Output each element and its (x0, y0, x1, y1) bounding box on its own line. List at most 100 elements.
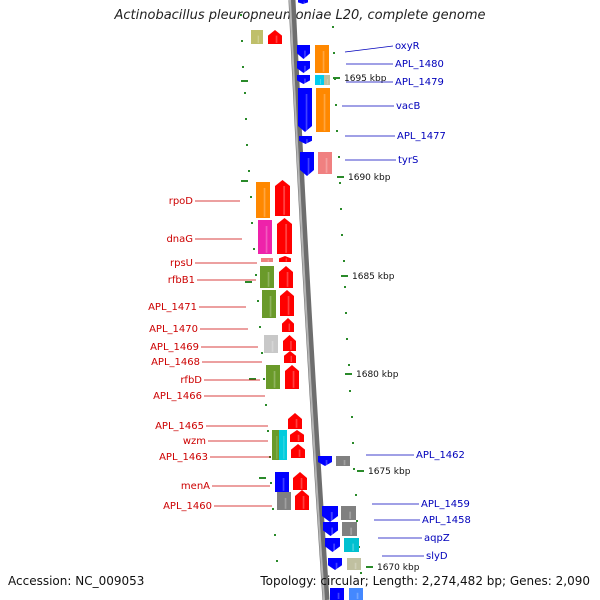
gene-feature[interactable] (336, 456, 350, 466)
gene-feature[interactable] (279, 266, 293, 288)
gene-feature[interactable] (275, 180, 290, 216)
gene-feature[interactable] (282, 318, 294, 332)
gene-highlight (267, 259, 270, 262)
gene-feature[interactable] (316, 88, 330, 132)
gene-highlight (295, 419, 298, 428)
gene-label-right[interactable]: APL_1480 (395, 59, 444, 70)
gene-feature[interactable] (318, 456, 332, 466)
gene-feature[interactable] (325, 538, 340, 552)
gene-feature[interactable] (256, 182, 270, 218)
gene-label-right[interactable]: APL_1462 (416, 450, 465, 461)
gene-feature[interactable] (293, 472, 307, 490)
gene-feature[interactable] (300, 152, 314, 176)
tick-dot (244, 92, 246, 94)
gene-highlight (283, 186, 286, 215)
gene-feature[interactable] (328, 558, 342, 570)
tick-label: 1685 kbp (352, 272, 395, 282)
gene-feature[interactable] (262, 290, 276, 318)
gene-feature[interactable] (344, 538, 359, 552)
gene-feature[interactable] (275, 472, 289, 492)
gene-feature[interactable] (330, 588, 344, 600)
gene-feature[interactable] (258, 220, 272, 254)
tick-dot (245, 118, 247, 120)
tick-dot (272, 508, 274, 510)
gene-feature[interactable] (272, 430, 280, 460)
gene-feature[interactable] (280, 290, 294, 316)
gene-highlight (275, 35, 278, 43)
gene-label-right[interactable]: tyrS (398, 155, 418, 166)
gene-label-left[interactable]: menA (181, 481, 210, 492)
gene-highlight (282, 478, 285, 491)
gene-feature[interactable] (283, 335, 296, 351)
tick-label: 1680 kbp (356, 370, 399, 380)
gene-feature[interactable] (342, 522, 357, 536)
tick-dot (348, 364, 350, 366)
gene-feature[interactable] (324, 75, 330, 85)
gene-label-right[interactable]: APL_1459 (421, 499, 470, 510)
gene-highlight (303, 1, 305, 4)
gene-label-left[interactable]: APL_1466 (153, 391, 202, 402)
gene-label-left[interactable]: APL_1463 (159, 452, 208, 463)
gene-highlight (337, 592, 340, 600)
gene-label-left[interactable]: wzm (183, 436, 206, 447)
gene-label-left[interactable]: rfbB1 (168, 275, 195, 286)
gene-label-right[interactable]: APL_1458 (422, 515, 471, 526)
tick-dot (241, 40, 243, 42)
gene-highlight (352, 543, 355, 551)
gene-highlight (298, 449, 301, 457)
gene-feature[interactable] (290, 430, 304, 442)
gene-label-left[interactable]: APL_1465 (155, 421, 204, 432)
gene-label-left[interactable]: APL_1460 (163, 501, 212, 512)
gene-feature[interactable] (260, 266, 274, 288)
gene-feature[interactable] (284, 351, 296, 363)
gene-feature[interactable] (315, 75, 324, 85)
gene-label-left[interactable]: APL_1470 (149, 324, 198, 335)
gene-feature[interactable] (315, 45, 329, 73)
gene-label-left[interactable]: APL_1471 (148, 302, 197, 313)
gene-label-left[interactable]: APL_1469 (150, 342, 199, 353)
gene-feature[interactable] (261, 258, 273, 262)
gene-feature[interactable] (341, 506, 356, 520)
gene-label-left[interactable]: APL_1468 (151, 357, 200, 368)
gene-feature[interactable] (277, 218, 292, 254)
gene-label-left[interactable]: dnaG (166, 234, 193, 245)
tick-dot (339, 182, 341, 184)
gene-highlight (354, 562, 357, 570)
gene-feature[interactable] (266, 365, 280, 389)
gene-feature[interactable] (277, 492, 291, 510)
gene-feature[interactable] (298, 0, 308, 4)
left-labels: rpoD dnaG rpsU rfbB1 APL_1471 APL_1470 APL_146… (148, 196, 272, 512)
gene-label-right[interactable]: oxyR (395, 41, 420, 52)
gene-label-right[interactable]: slyD (426, 551, 448, 562)
gene-feature[interactable] (298, 88, 312, 132)
gene-highlight (356, 592, 359, 600)
gene-label-left[interactable]: rpoD (169, 196, 194, 207)
gene-feature[interactable] (297, 61, 310, 73)
gene-feature[interactable] (347, 558, 361, 570)
gene-label-right[interactable]: aqpZ (424, 533, 450, 544)
gene-feature[interactable] (268, 30, 282, 44)
gene-label-right[interactable]: vacB (396, 101, 421, 112)
tick-label: 1695 kbp (344, 74, 387, 84)
gene-feature[interactable] (322, 506, 338, 522)
gene-highlight (330, 512, 333, 521)
gene-feature[interactable] (264, 335, 278, 353)
gene-feature[interactable] (297, 45, 310, 59)
gene-label-right[interactable]: APL_1477 (397, 131, 446, 142)
gene-feature[interactable] (323, 522, 338, 536)
gene-feature[interactable] (288, 413, 302, 429)
gene-feature[interactable] (285, 365, 299, 389)
gene-feature[interactable] (279, 256, 291, 262)
gene-label-right[interactable]: APL_1479 (395, 77, 444, 88)
gene-label-left[interactable]: rpsU (170, 258, 193, 269)
gene-feature[interactable] (349, 588, 363, 600)
gene-feature[interactable] (251, 30, 263, 44)
gene-feature[interactable] (291, 444, 305, 458)
gene-feature[interactable] (299, 136, 312, 144)
tick-dot (349, 390, 351, 392)
gene-label-left[interactable]: rfbD (180, 375, 202, 386)
gene-feature[interactable] (318, 152, 332, 174)
gene-feature[interactable] (279, 430, 287, 460)
gene-feature[interactable] (295, 490, 309, 510)
gene-feature[interactable] (297, 75, 310, 84)
